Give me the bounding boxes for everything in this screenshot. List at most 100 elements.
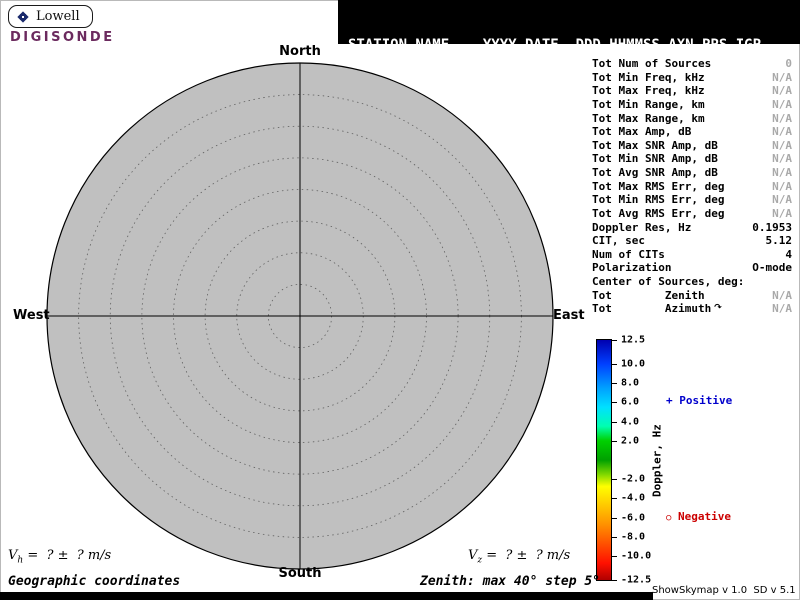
stat-label: Tot Max Range, km — [592, 111, 705, 125]
colorbar-tick-label: 8.0 — [621, 377, 640, 389]
negative-doppler-legend: ○ Negative — [666, 510, 731, 523]
stat-value: N/A — [772, 111, 792, 125]
stat-label: Tot Max Freq, kHz — [592, 84, 705, 98]
stat-row-max-rms: Tot Max RMS Err, deg N/A — [592, 180, 792, 194]
header-column-titles: STATION NAME YYYY DATE DDD HHMMSS AXN PP… — [348, 37, 762, 53]
vertical-velocity-readout: Vz = ? ± ? m/s — [468, 548, 570, 566]
lowell-logo-box: Lowell — [8, 5, 93, 28]
vh-value: = ? ± ? m/s — [23, 548, 112, 563]
colorbar-tick-label: -10.0 — [621, 550, 652, 562]
stat-value: N/A — [772, 125, 792, 139]
logo-digisonde-text: DIGISONDE — [10, 30, 115, 45]
stat-value: N/A — [772, 166, 792, 179]
stat-row-max-freq: Tot Max Freq, kHz N/A — [592, 84, 792, 98]
stat-label: Num of CITs — [592, 247, 665, 261]
stat-row-min-rms: Tot Min RMS Err, deg N/A — [592, 193, 792, 207]
version-text: ShowSkymap v 1.0 SD v 5.1 — [652, 585, 796, 596]
positive-label: Positive — [679, 394, 733, 407]
stat-value: O-mode — [752, 261, 792, 275]
colorbar-tick-label: -2.0 — [621, 473, 646, 485]
stat-label: Tot Zenith — [592, 288, 705, 302]
stat-label: Center of Sources, deg: — [592, 275, 745, 288]
stat-row-max-snr: Tot Max SNR Amp, dB N/A — [592, 139, 792, 153]
colorbar-tick — [612, 402, 617, 404]
stat-label: Tot Min RMS Err, deg — [592, 193, 725, 207]
stat-value: N/A — [772, 152, 792, 166]
colorbar-tick-label: 2.0 — [621, 435, 640, 447]
stat-row-center-header: Center of Sources, deg: — [592, 275, 792, 289]
stat-row-min-freq: Tot Min Freq, kHz N/A — [592, 71, 792, 85]
label-west: West — [13, 308, 50, 323]
colorbar-tick — [612, 340, 617, 341]
stat-row-avg-snr: Tot Avg SNR Amp, dB N/A — [592, 166, 792, 180]
label-north: North — [279, 44, 321, 59]
colorbar-tick-label: 12.5 — [621, 334, 646, 346]
stat-label: Tot Azimuth — [592, 302, 712, 316]
stat-label: Tot Avg RMS Err, deg — [592, 206, 725, 220]
stat-label: Tot Avg SNR Amp, dB — [592, 166, 718, 179]
stat-value: N/A — [772, 206, 792, 220]
vz-symbol: V — [468, 548, 478, 563]
stat-row-avg-rms: Tot Avg RMS Err, deg N/A — [592, 207, 792, 221]
colorbar-tick-label: 10.0 — [621, 358, 646, 370]
stat-label: Tot Min Freq, kHz — [592, 70, 705, 84]
stat-label: Tot Min SNR Amp, dB — [592, 152, 718, 166]
stat-label: Polarization — [592, 261, 672, 275]
zenith-scale-note: Zenith: max 40° step 5° — [420, 574, 601, 589]
positive-doppler-legend: + Positive — [666, 394, 732, 407]
colorbar-tick-label: 4.0 — [621, 416, 640, 428]
stat-row-tot-azimuth: Tot Azimuth ↷ N/A — [592, 302, 792, 316]
colorbar-tick — [612, 536, 617, 538]
stat-row-doppler-res: Doppler Res, Hz 0.1953 — [592, 221, 792, 235]
stat-value: N/A — [772, 179, 792, 193]
colorbar-tick-label: -12.5 — [621, 574, 652, 586]
stat-label: Tot Max RMS Err, deg — [592, 179, 725, 193]
bottom-window-edge — [0, 592, 653, 600]
label-east: East — [553, 308, 585, 323]
colorbar-tick — [612, 498, 617, 500]
lowell-digisonde-logo: Lowell DIGISONDE — [8, 5, 115, 45]
stat-value: 0.1953 — [752, 220, 792, 234]
colorbar-tick — [612, 364, 617, 365]
header-bar: STATION NAME YYYY DATE DDD HHMMSS AXN PP… — [338, 0, 800, 101]
stat-value: N/A — [772, 302, 792, 316]
stat-value: N/A — [772, 288, 792, 302]
stat-label: CIT, sec — [592, 234, 645, 248]
stat-value: 0 — [785, 57, 792, 70]
rotate-arrow-icon: ↷ — [714, 303, 722, 314]
colorbar-tick-label: -8.0 — [621, 531, 646, 543]
open-circle-icon: ○ — [666, 513, 672, 523]
stats-panel: Tot Num of Sources 0 Tot Min Freq, kHz N/A… — [592, 57, 792, 316]
colorbar-tick-label: 6.0 — [621, 396, 640, 408]
stat-label: Tot Min Range, km — [592, 97, 705, 111]
stat-value: 5.12 — [765, 234, 793, 248]
plus-icon: + — [666, 394, 673, 407]
vh-subscript: h — [17, 555, 24, 566]
colorbar-tick — [612, 479, 617, 481]
stat-label: Tot Max Amp, dB — [592, 125, 692, 139]
vz-subscript: z — [477, 555, 483, 566]
label-south: South — [278, 566, 322, 581]
colorbar-tick — [612, 383, 617, 385]
colorbar-tick-label: -6.0 — [621, 512, 646, 524]
stat-row-max-range: Tot Max Range, km N/A — [592, 112, 792, 126]
stat-value: N/A — [772, 70, 792, 84]
negative-label: Negative — [678, 510, 732, 523]
stat-row-tot-zenith: Tot Zenith N/A — [592, 289, 792, 303]
horizontal-velocity-readout: Vh = ? ± ? m/s — [8, 548, 111, 566]
colorbar-tick — [612, 440, 617, 442]
stat-row-num-sources: Tot Num of Sources 0 — [592, 57, 792, 71]
stat-row-min-snr: Tot Min SNR Amp, dB N/A — [592, 152, 792, 166]
colorbar-tick-label: -4.0 — [621, 492, 646, 504]
vz-value: = ? ± ? m/s — [482, 548, 571, 563]
colorbar-tick — [612, 421, 617, 423]
digisonde-logo-icon — [17, 10, 29, 23]
stat-label: Tot Num of Sources — [592, 57, 712, 70]
stat-value: N/A — [772, 138, 792, 152]
colorbar-axis-label: Doppler, Hz — [650, 424, 664, 497]
skymap-polar-plot — [46, 62, 554, 570]
stat-label: Tot Max SNR Amp, dB — [592, 138, 718, 152]
stat-row-max-amp: Tot Max Amp, dB N/A — [592, 125, 792, 139]
colorbar-tick — [612, 556, 617, 557]
